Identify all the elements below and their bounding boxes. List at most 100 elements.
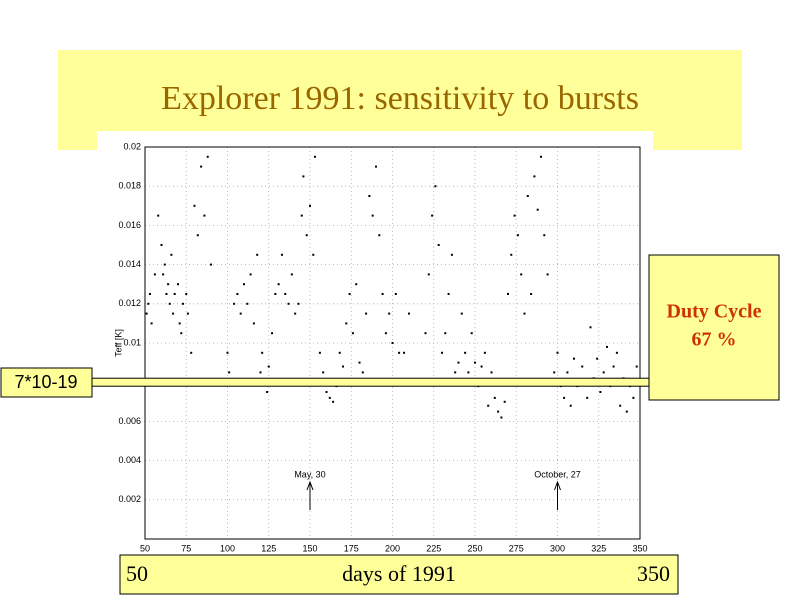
point xyxy=(259,371,262,374)
chart-panel xyxy=(97,131,653,561)
point xyxy=(172,312,175,315)
point xyxy=(540,155,542,158)
footer-right: 350 xyxy=(637,561,670,586)
point xyxy=(533,175,536,178)
point xyxy=(153,273,156,276)
y-axis-label: Teff [K] xyxy=(113,329,123,357)
point xyxy=(368,195,371,197)
point xyxy=(328,396,331,399)
point xyxy=(160,244,163,246)
point xyxy=(470,332,473,335)
x-tick-label: 125 xyxy=(261,543,276,553)
point xyxy=(355,283,358,286)
point xyxy=(408,312,410,315)
y-tick-label: 0.012 xyxy=(118,298,141,308)
point xyxy=(256,253,259,256)
point xyxy=(632,396,635,399)
point xyxy=(300,214,303,217)
point xyxy=(196,234,199,237)
point xyxy=(569,404,572,407)
point xyxy=(239,312,242,315)
point xyxy=(243,283,245,286)
point xyxy=(510,253,513,256)
point xyxy=(148,293,151,295)
threshold-label: 7*10-19 xyxy=(14,372,77,392)
point xyxy=(556,351,559,354)
point xyxy=(602,371,605,374)
point xyxy=(483,351,486,354)
x-tick-label: 50 xyxy=(140,543,150,553)
point xyxy=(378,234,381,237)
point xyxy=(294,312,297,315)
slide-title: Explorer 1991: sensitivity to bursts xyxy=(161,80,639,117)
point xyxy=(619,404,622,407)
point xyxy=(375,165,377,168)
point xyxy=(177,283,179,286)
y-tick-label: 0.004 xyxy=(118,455,141,465)
point xyxy=(249,273,252,276)
point xyxy=(246,302,249,305)
arrow-head xyxy=(554,480,561,491)
point xyxy=(180,332,183,335)
point xyxy=(338,351,341,354)
point xyxy=(606,345,608,348)
y-tick-label: 0.016 xyxy=(118,220,141,230)
x-tick-label: 300 xyxy=(550,543,565,553)
point xyxy=(441,351,443,354)
point xyxy=(371,214,374,217)
point xyxy=(394,293,397,295)
point xyxy=(450,253,453,256)
point xyxy=(447,293,450,295)
point xyxy=(563,396,566,399)
point xyxy=(165,293,168,295)
arrow-head xyxy=(306,480,314,491)
point xyxy=(457,361,460,364)
threshold-line xyxy=(91,377,650,387)
point xyxy=(536,208,539,211)
point xyxy=(391,342,394,344)
x-tick-label: 200 xyxy=(385,543,400,553)
point xyxy=(388,312,391,315)
point xyxy=(190,351,193,354)
point xyxy=(403,351,406,354)
point xyxy=(167,283,170,286)
x-tick-label: 150 xyxy=(302,543,317,553)
point xyxy=(181,302,184,305)
point xyxy=(228,371,231,374)
point xyxy=(173,293,176,295)
point xyxy=(309,204,311,207)
point xyxy=(297,302,300,305)
point xyxy=(252,322,255,325)
point xyxy=(625,410,628,413)
point xyxy=(427,273,430,276)
point xyxy=(503,400,506,403)
point xyxy=(513,214,516,217)
point xyxy=(185,293,188,295)
y-tick-label: 0.01 xyxy=(123,337,141,347)
point xyxy=(444,332,447,335)
point xyxy=(454,371,457,374)
point xyxy=(233,302,236,305)
x-tick-label: 250 xyxy=(467,543,482,553)
point xyxy=(287,302,290,305)
x-tick-label: 225 xyxy=(426,543,441,553)
point xyxy=(384,332,387,335)
point xyxy=(322,371,325,374)
point xyxy=(312,253,315,256)
footer-left: 50 xyxy=(126,561,148,586)
point xyxy=(361,371,364,374)
x-tick-label: 325 xyxy=(591,543,606,553)
point xyxy=(147,302,150,305)
point xyxy=(266,391,269,393)
point xyxy=(261,351,264,354)
point xyxy=(487,404,490,407)
point xyxy=(431,214,434,217)
point xyxy=(589,326,592,329)
footer-band xyxy=(119,554,679,595)
duty-value: 67 % xyxy=(692,329,737,351)
point xyxy=(332,400,335,403)
point xyxy=(520,273,523,276)
point xyxy=(302,175,305,178)
y-tick-label: 0.018 xyxy=(118,181,141,191)
